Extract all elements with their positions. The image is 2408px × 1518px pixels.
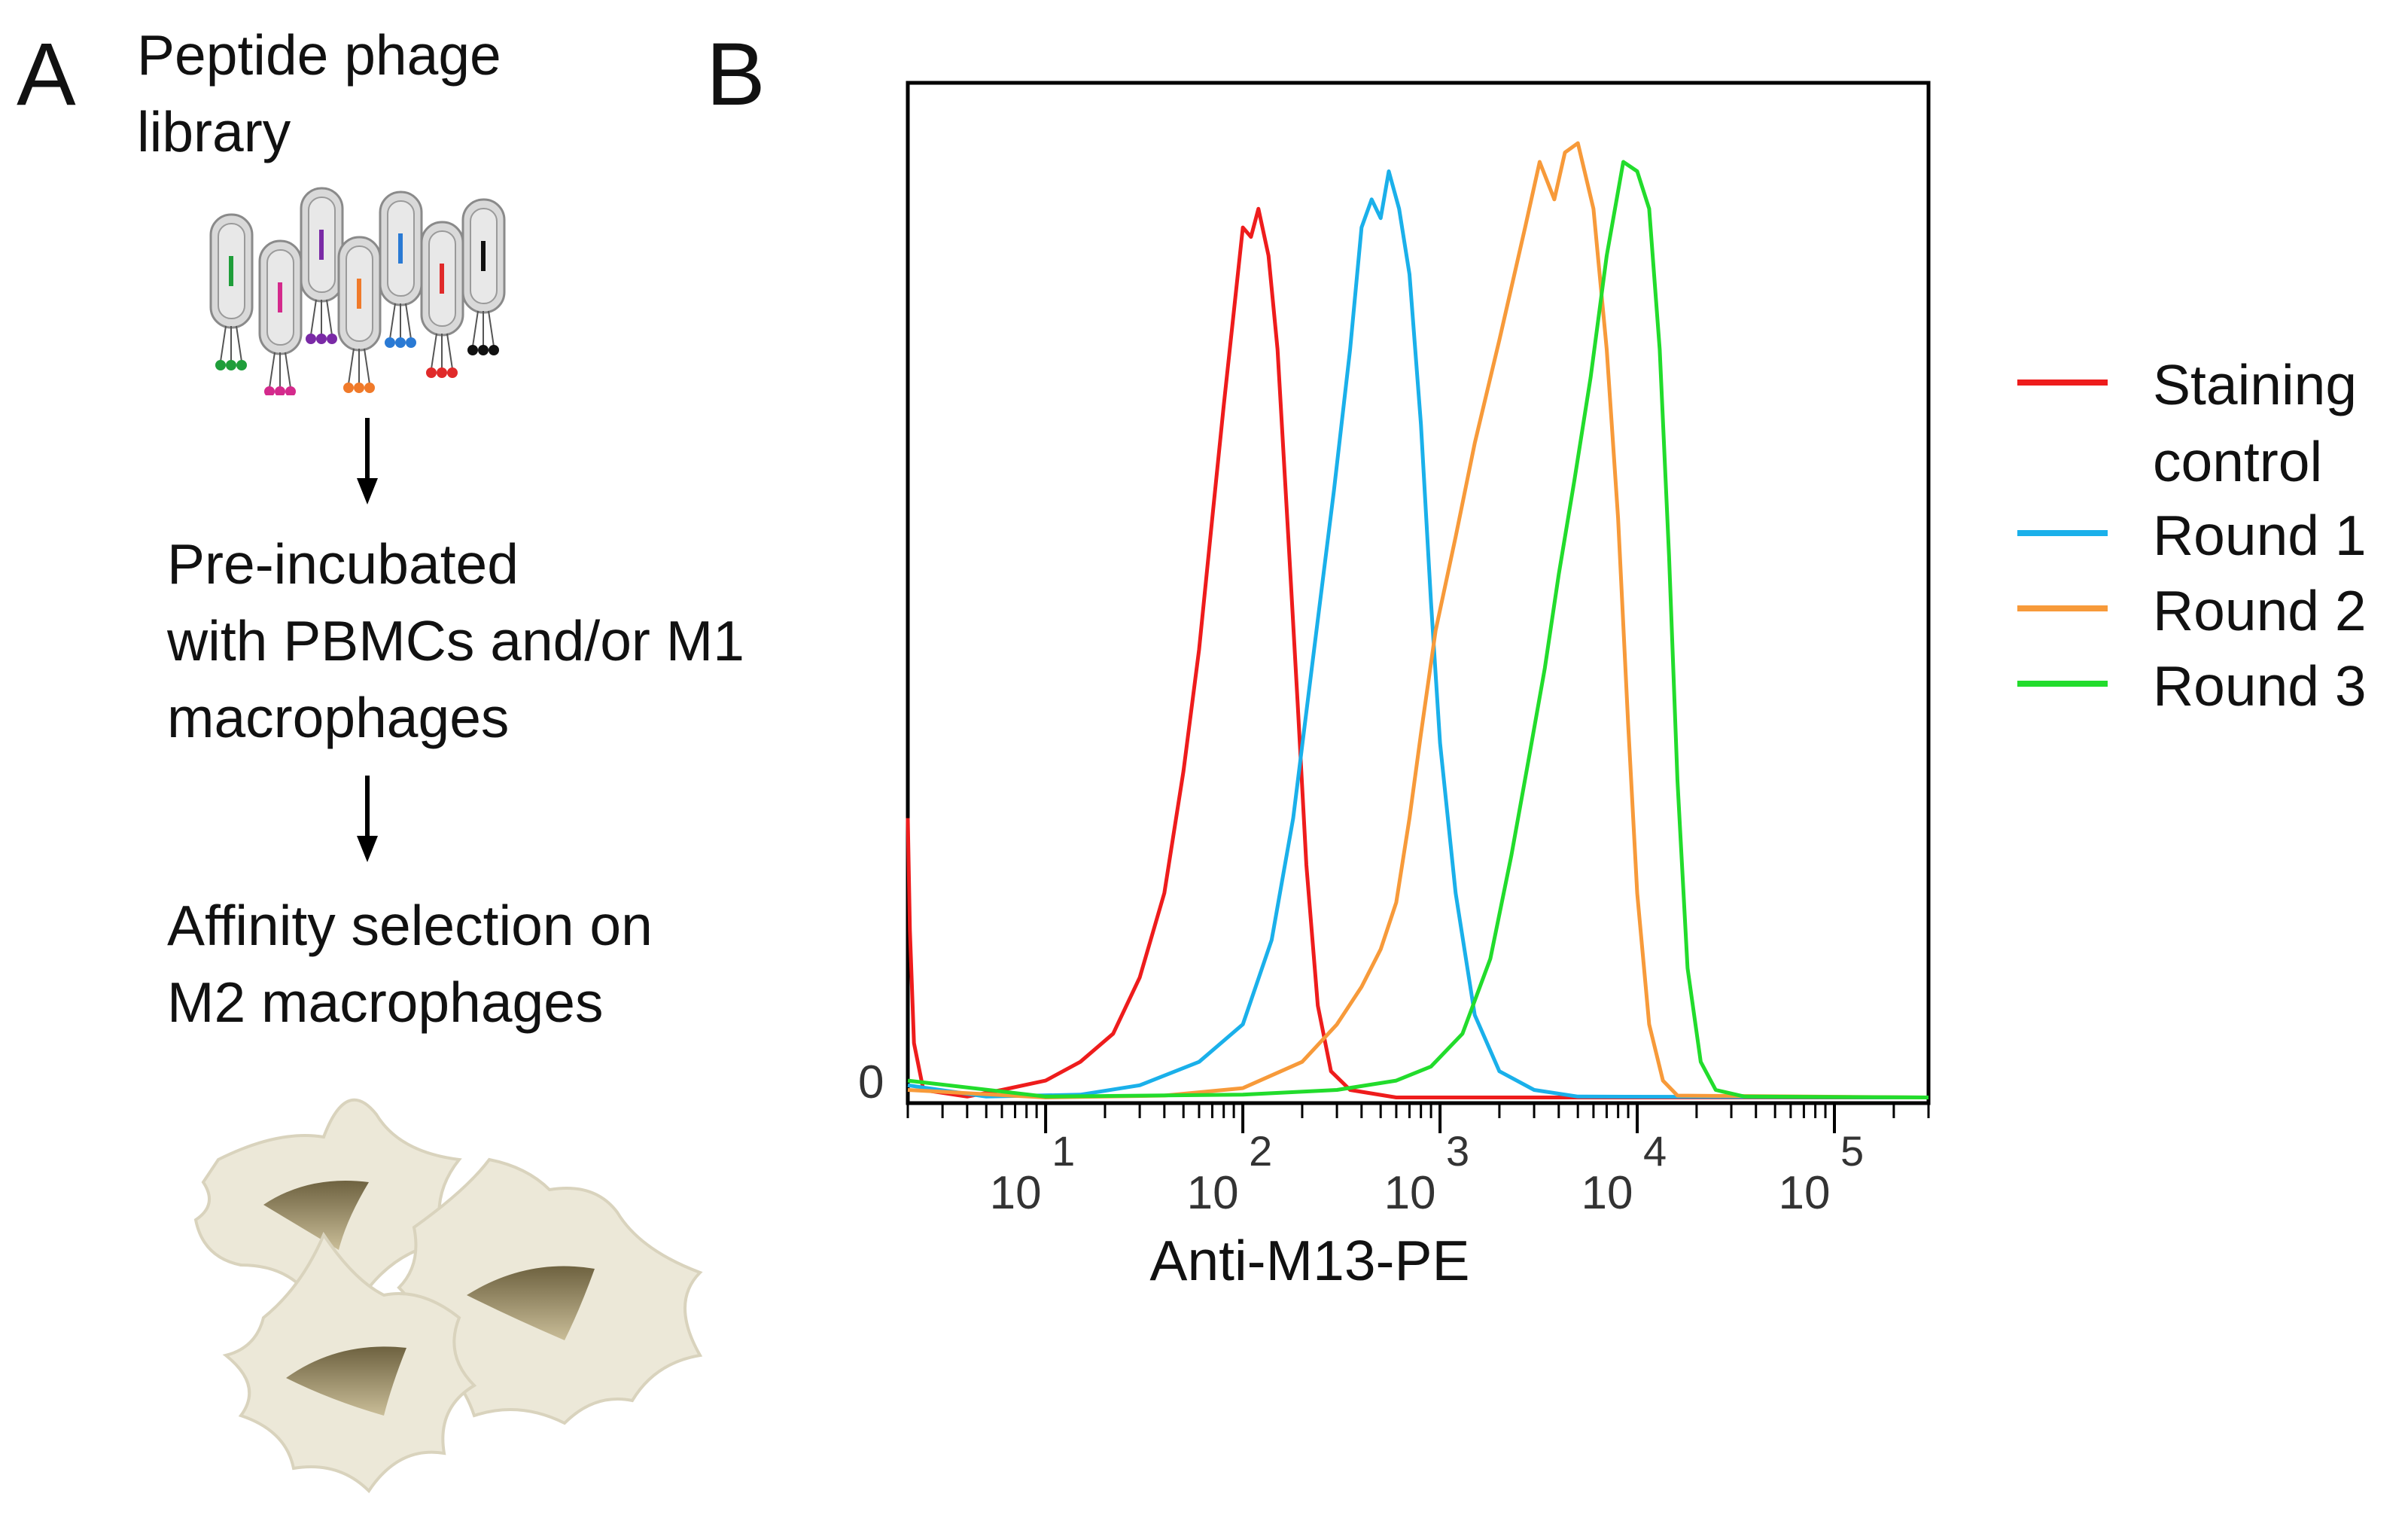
step3-line2: M2 macrophages [167, 971, 604, 1034]
legend-label: Round 3 [2153, 654, 2367, 718]
y-tick-label: 0 [858, 1056, 884, 1108]
phage-particle [461, 198, 506, 355]
step2-line3: macrophages [167, 686, 510, 749]
phage-particle [258, 239, 303, 395]
step3-text: Affinity selection on M2 macrophages [167, 887, 653, 1041]
series-line-3 [907, 141, 1929, 1099]
x-axis-label: Anti-M13-PE [1149, 1229, 1469, 1292]
series-line-1 [906, 206, 1929, 1099]
phage-particle [300, 187, 344, 344]
step2-line1: Pre-incubated [167, 532, 519, 596]
series-line-4 [907, 160, 1929, 1099]
x-tick-label-base: 10 [1187, 1167, 1239, 1219]
macrophage-cell [397, 1157, 703, 1425]
macrophage-cells-illustration [193, 1098, 703, 1494]
x-tick-label-base: 10 [1779, 1167, 1831, 1219]
x-tick-label-base: 10 [1581, 1167, 1633, 1219]
phage-particle [209, 213, 254, 370]
macrophage-cell [193, 1098, 462, 1298]
x-tick-label-base: 10 [1384, 1167, 1436, 1219]
phage-particle [420, 221, 464, 378]
legend-swatch [2017, 605, 2108, 611]
arrow-down-icon [357, 418, 378, 504]
x-tick-label-exponent: 4 [1643, 1127, 1667, 1175]
panel-b-letter: B [706, 25, 766, 124]
step1-line1: Peptide phage [137, 23, 501, 87]
x-tick-label-exponent: 2 [1249, 1127, 1272, 1175]
phage-particle [337, 236, 382, 393]
x-tick-label-exponent: 3 [1446, 1127, 1469, 1175]
panel-a-letter: A [17, 25, 76, 124]
step1-text: Peptide phage library [137, 17, 501, 170]
step2-text: Pre-incubated with PBMCs and/or M1 macro… [167, 526, 744, 756]
x-tick-label-base: 10 [990, 1167, 1042, 1219]
step3-line1: Affinity selection on [167, 894, 653, 957]
series-line-2 [907, 169, 1929, 1099]
phage-library-illustration [209, 187, 506, 395]
legend-label: Round 2 [2153, 579, 2367, 642]
step2-line2: with PBMCs and/or M1 [167, 609, 744, 672]
plot-frame [906, 81, 1931, 1105]
arrow-down-icon [357, 776, 378, 862]
phage-particle [379, 191, 423, 348]
step1-line2: library [137, 100, 291, 163]
legend-swatch [2017, 380, 2108, 386]
x-tick-label-exponent: 1 [1052, 1127, 1075, 1175]
x-tick-label-exponent: 5 [1840, 1127, 1864, 1175]
legend-label: Staining control [2153, 353, 2358, 493]
legend-swatch [2017, 681, 2108, 687]
macrophage-cell [222, 1231, 477, 1494]
legend-swatch [2017, 530, 2108, 536]
legend-label: Round 1 [2153, 504, 2367, 567]
